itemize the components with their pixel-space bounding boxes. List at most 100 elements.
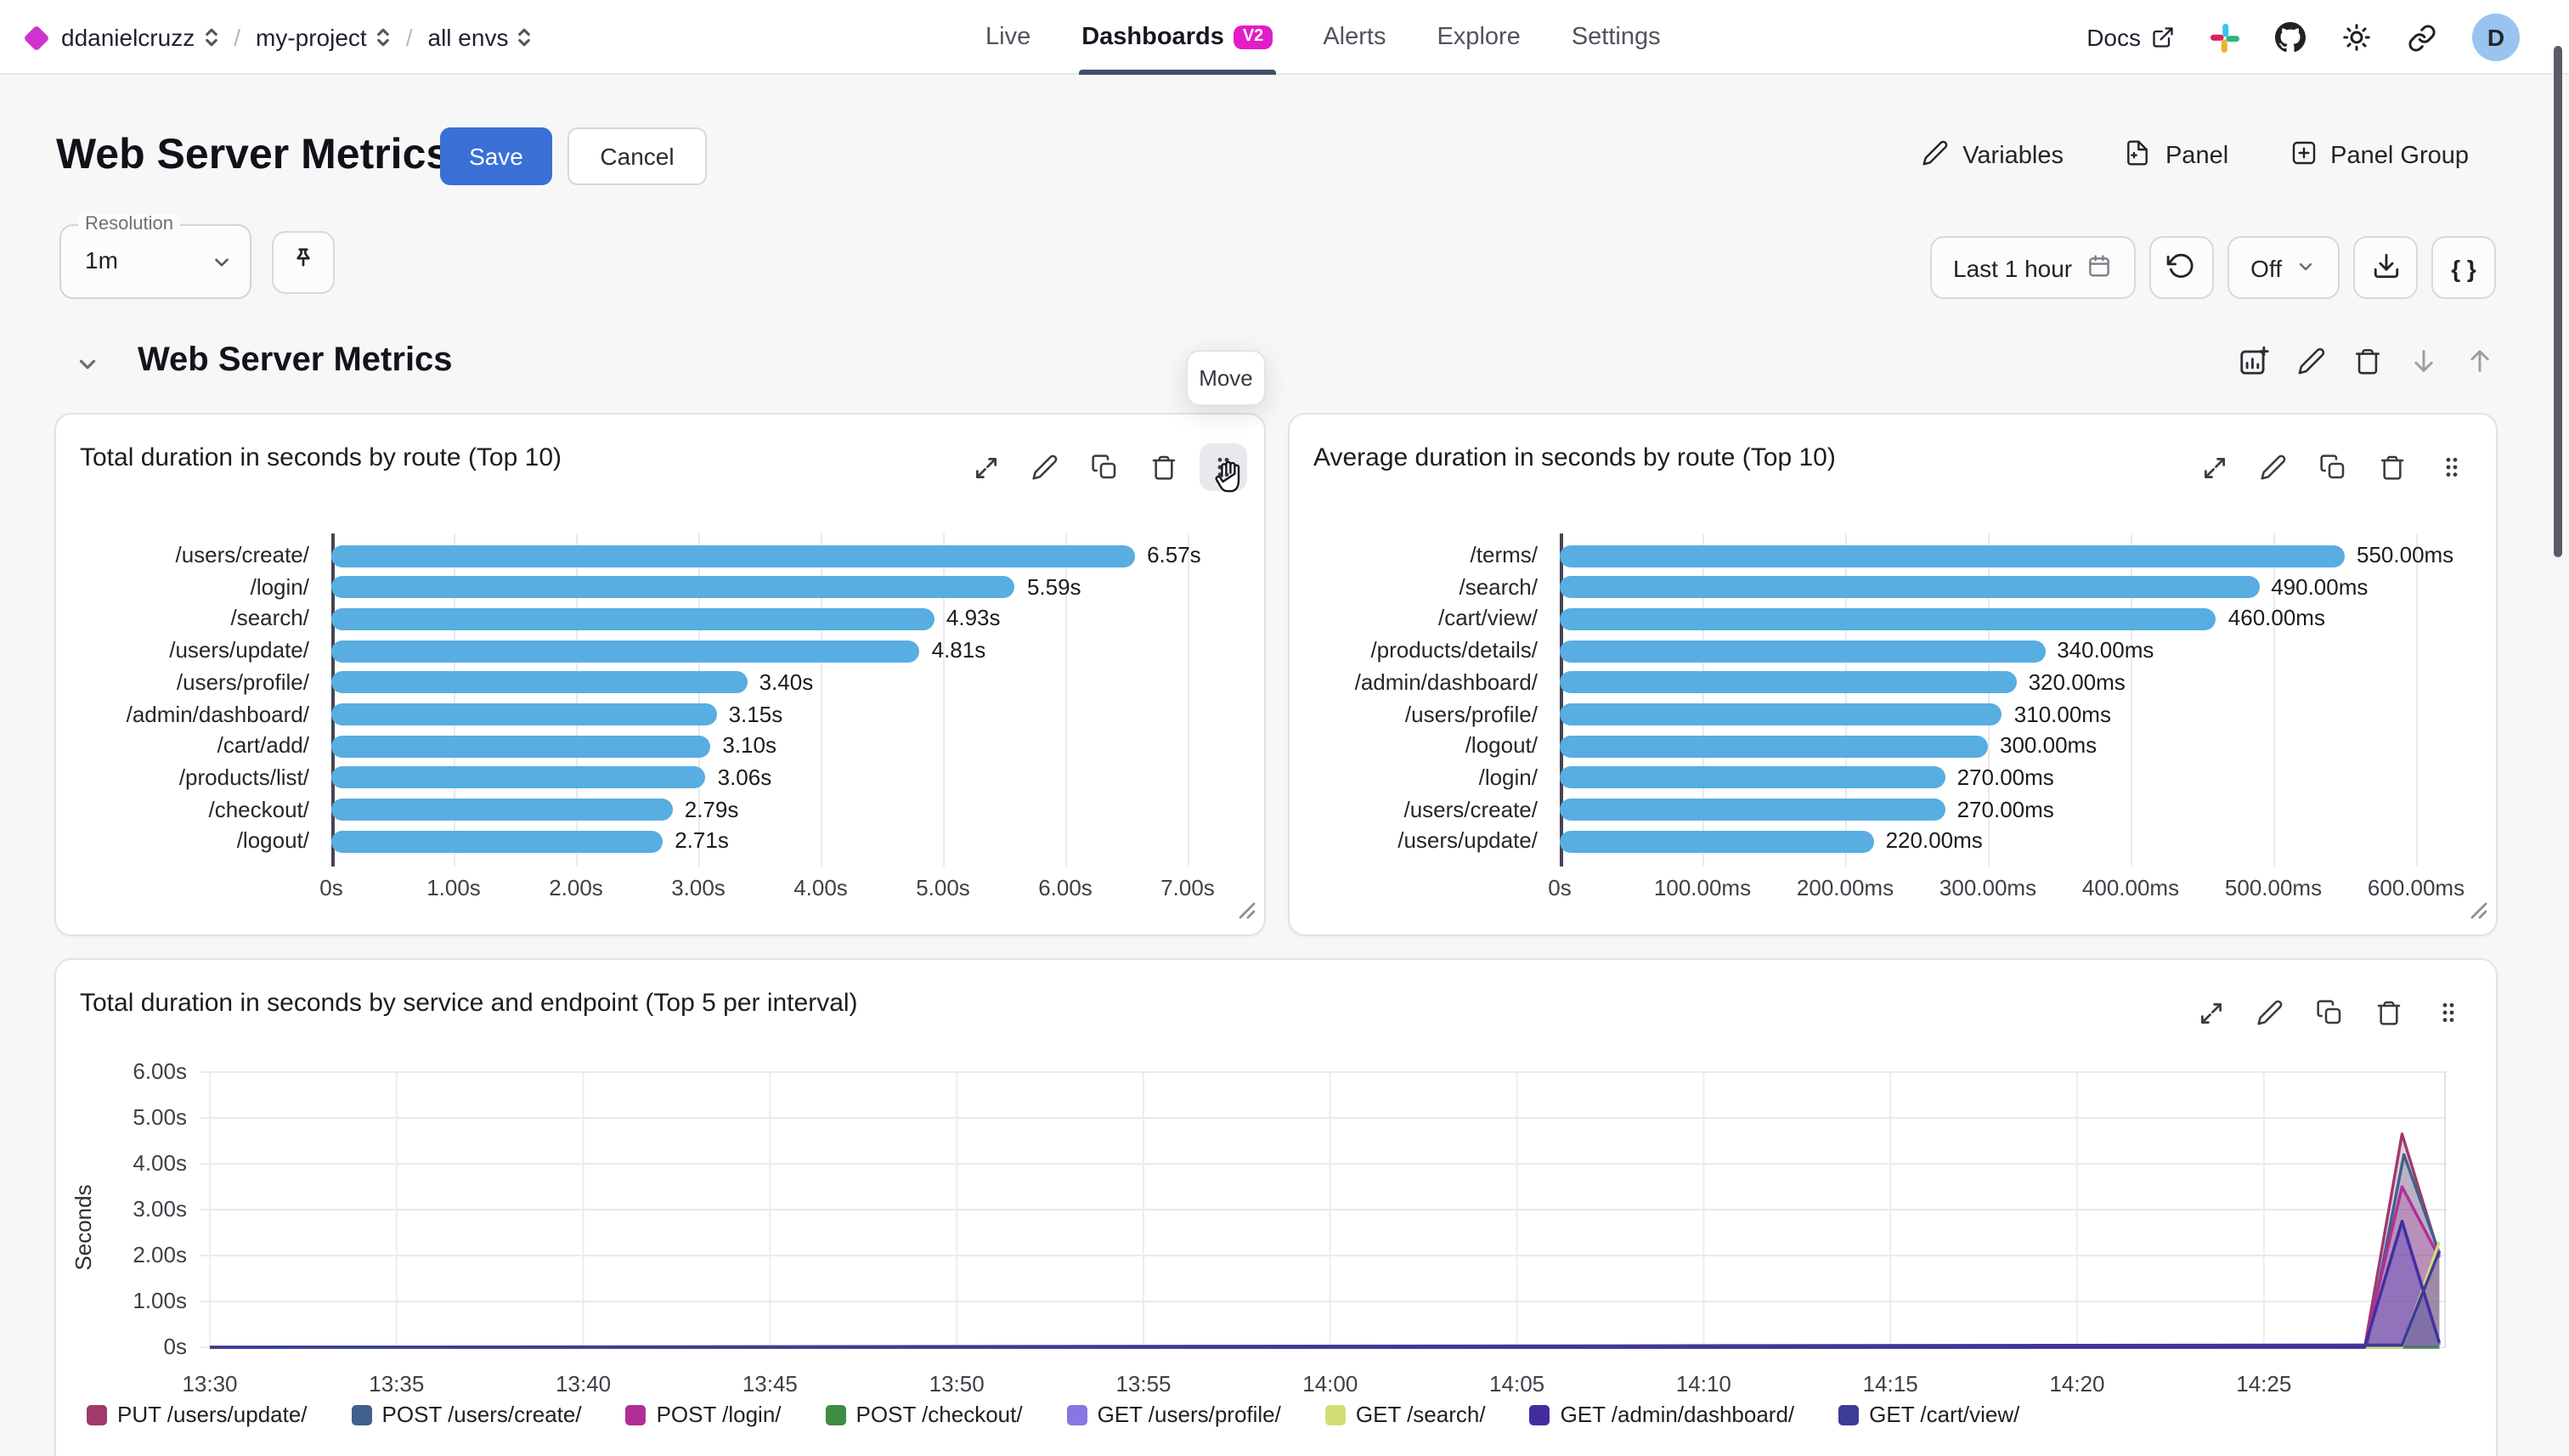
bar[interactable] (331, 830, 663, 853)
legend-item[interactable]: POST /users/create/ (351, 1402, 582, 1427)
variables-label: Variables (1962, 143, 2064, 170)
bar[interactable] (1560, 735, 1988, 758)
bar[interactable] (1560, 671, 2017, 694)
resolution-select[interactable]: Resolution 1m (59, 214, 251, 299)
legend-item[interactable]: GET /admin/dashboard/ (1529, 1402, 1794, 1427)
panel-group-actions (2238, 345, 2494, 377)
add-panel-group-button[interactable]: Panel Group (2290, 139, 2469, 173)
delete-trash-icon[interactable] (2353, 347, 2382, 375)
legend-item[interactable]: POST /checkout/ (825, 1402, 1023, 1427)
json-editor-button[interactable]: { } (2431, 236, 2496, 299)
bar-category-label: /products/list/ (178, 764, 309, 790)
resolution-value: 1m (85, 246, 118, 274)
duplicate-copy-icon[interactable] (2306, 989, 2353, 1036)
bar[interactable] (331, 640, 920, 663)
move-down-arrow-icon[interactable] (2409, 347, 2438, 375)
bar[interactable] (331, 766, 706, 789)
bar[interactable] (331, 799, 673, 821)
time-range-button[interactable]: Last 1 hour (1929, 236, 2136, 299)
x-axis-tick: 14:20 (2049, 1371, 2105, 1397)
delete-trash-icon[interactable] (2369, 443, 2416, 491)
gridline (1988, 533, 1990, 866)
download-button[interactable] (2353, 236, 2418, 299)
bar[interactable] (1560, 607, 2216, 630)
bar[interactable] (1560, 545, 2345, 567)
add-chart-icon[interactable] (2238, 345, 2270, 377)
duplicate-copy-icon[interactable] (1081, 443, 1128, 491)
bar-value-label: 340.00ms (2057, 637, 2154, 663)
move-up-arrow-icon[interactable] (2465, 347, 2494, 375)
page-scrollbar-thumb[interactable] (2554, 46, 2562, 557)
legend-item[interactable]: GET /search/ (1324, 1402, 1486, 1427)
bar-category-label: /products/details/ (1370, 637, 1538, 663)
tab-settings[interactable]: Settings (1572, 0, 1661, 75)
bar-value-label: 300.00ms (2000, 732, 2098, 759)
gridline (1065, 533, 1067, 866)
delete-trash-icon[interactable] (2365, 989, 2413, 1036)
github-icon[interactable] (2275, 22, 2306, 53)
slack-icon[interactable] (2210, 23, 2239, 52)
area-chart-svg[interactable] (200, 1062, 2447, 1364)
bar[interactable] (331, 545, 1136, 567)
docs-link[interactable]: Docs (2086, 24, 2175, 51)
bar[interactable] (1560, 830, 1874, 853)
bar[interactable] (1560, 799, 1945, 821)
tab-version-badge: V2 (1234, 25, 1273, 49)
refresh-button[interactable] (2148, 236, 2214, 299)
save-button[interactable]: Save (440, 127, 552, 185)
legend-label: GET /search/ (1355, 1402, 1486, 1427)
tab-label: Settings (1571, 24, 1661, 51)
auto-refresh-select[interactable]: Off (2227, 236, 2340, 299)
drag-grip-icon[interactable] (2428, 443, 2476, 491)
org-logo-icon[interactable] (23, 24, 50, 51)
duplicate-copy-icon[interactable] (2309, 443, 2357, 491)
delete-trash-icon[interactable] (1140, 443, 1188, 491)
breadcrumb-item[interactable]: all envs (428, 24, 533, 51)
bar-category-label: /logout/ (1465, 732, 1538, 759)
bar[interactable] (1560, 703, 2002, 725)
legend-swatch (1066, 1404, 1087, 1425)
resize-handle-icon[interactable] (2470, 897, 2487, 928)
tab-dashboards[interactable]: Dashboards V2 (1078, 0, 1276, 75)
expand-icon[interactable] (2187, 989, 2234, 1036)
bar-value-label: 220.00ms (1885, 827, 1983, 854)
bar[interactable] (331, 735, 711, 758)
bar[interactable] (1560, 576, 2260, 599)
gridline (943, 533, 945, 866)
edit-pencil-icon[interactable] (1021, 443, 1069, 491)
collapse-chevron-icon[interactable] (75, 352, 100, 386)
user-avatar[interactable]: D (2472, 14, 2520, 61)
expand-icon[interactable] (962, 443, 1009, 491)
pin-filters-button[interactable] (272, 231, 335, 294)
bar[interactable] (331, 576, 1015, 599)
bar[interactable] (1560, 766, 1945, 789)
theme-sun-icon[interactable] (2341, 22, 2372, 53)
legend-item[interactable]: POST /login/ (625, 1402, 782, 1427)
tab-live[interactable]: Live (985, 0, 1030, 75)
legend-item[interactable]: PUT /users/update/ (87, 1402, 308, 1427)
edit-pencil-icon[interactable] (2250, 443, 2297, 491)
bar[interactable] (1560, 640, 2046, 663)
share-link-icon[interactable] (2408, 23, 2436, 52)
cancel-button[interactable]: Cancel (567, 127, 707, 185)
bar-value-label: 5.59s (1026, 573, 1081, 600)
drag-grip-icon[interactable] (2425, 989, 2472, 1036)
legend-item[interactable]: GET /cart/view/ (1838, 1402, 2019, 1427)
edit-pencil-icon[interactable] (2246, 989, 2294, 1036)
legend-item[interactable]: GET /users/profile/ (1066, 1402, 1281, 1427)
time-controls: Last 1 hour Off { } (1929, 236, 2496, 299)
edit-pencil-icon[interactable] (2297, 347, 2326, 375)
tab-explore[interactable]: Explore (1437, 0, 1520, 75)
variables-button[interactable]: Variables (1922, 139, 2064, 173)
tab-alerts[interactable]: Alerts (1323, 0, 1386, 75)
bar[interactable] (331, 671, 748, 694)
bar[interactable] (331, 703, 717, 725)
bar[interactable] (331, 607, 934, 630)
add-panel-button[interactable]: Panel (2125, 139, 2228, 173)
expand-icon[interactable] (2190, 443, 2238, 491)
breadcrumb-item[interactable]: ddanielcruzz (61, 24, 218, 51)
gridline (1702, 533, 1704, 866)
breadcrumb-item[interactable]: my-project (256, 24, 391, 51)
x-axis-tick: 2.00s (549, 875, 603, 900)
resize-handle-icon[interactable] (1239, 897, 1256, 928)
